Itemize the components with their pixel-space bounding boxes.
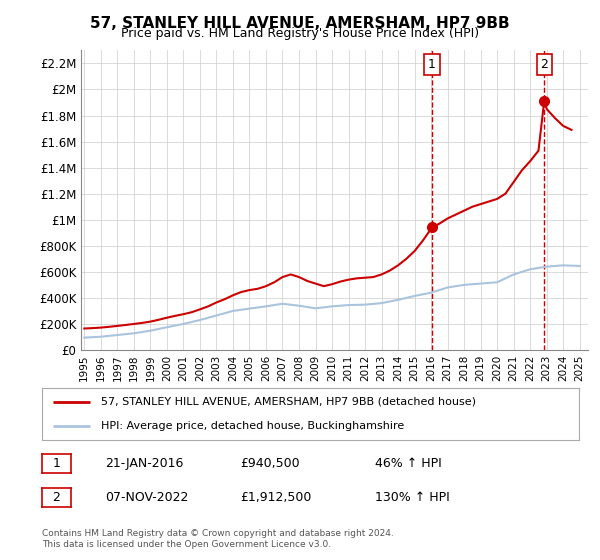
Text: £1,912,500: £1,912,500 (240, 491, 311, 504)
Text: 1: 1 (428, 58, 436, 71)
Text: 07-NOV-2022: 07-NOV-2022 (105, 491, 188, 504)
Text: £940,500: £940,500 (240, 457, 299, 470)
Text: Contains HM Land Registry data © Crown copyright and database right 2024.
This d: Contains HM Land Registry data © Crown c… (42, 529, 394, 549)
Text: 57, STANLEY HILL AVENUE, AMERSHAM, HP7 9BB: 57, STANLEY HILL AVENUE, AMERSHAM, HP7 9… (90, 16, 510, 31)
Text: 57, STANLEY HILL AVENUE, AMERSHAM, HP7 9BB (detached house): 57, STANLEY HILL AVENUE, AMERSHAM, HP7 9… (101, 397, 476, 407)
Text: 1: 1 (52, 457, 61, 470)
Text: 46% ↑ HPI: 46% ↑ HPI (375, 457, 442, 470)
Text: 2: 2 (52, 491, 61, 504)
Text: 21-JAN-2016: 21-JAN-2016 (105, 457, 184, 470)
Text: Price paid vs. HM Land Registry's House Price Index (HPI): Price paid vs. HM Land Registry's House … (121, 27, 479, 40)
Text: 2: 2 (540, 58, 548, 71)
Text: 130% ↑ HPI: 130% ↑ HPI (375, 491, 450, 504)
Text: HPI: Average price, detached house, Buckinghamshire: HPI: Average price, detached house, Buck… (101, 421, 404, 431)
